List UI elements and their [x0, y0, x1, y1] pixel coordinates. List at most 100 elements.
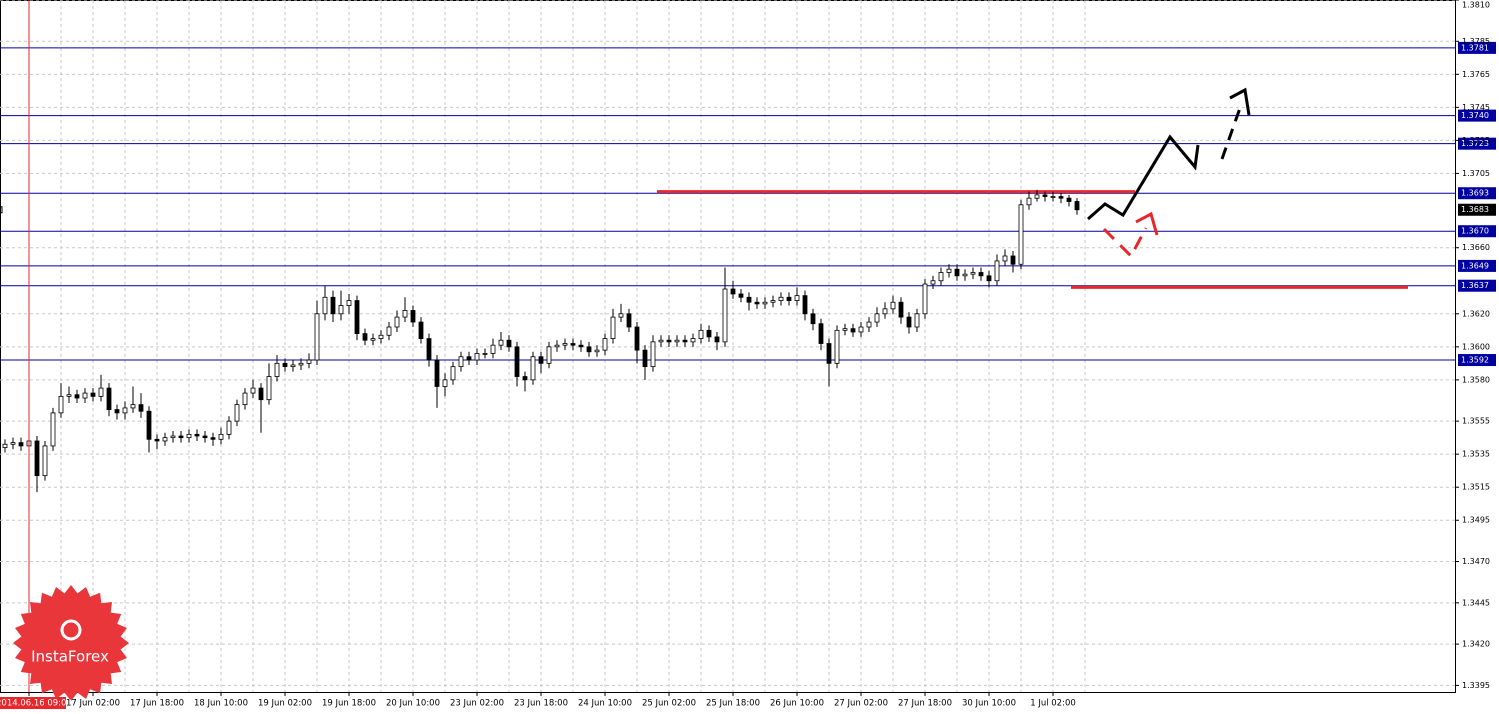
- candle-body: [458, 356, 464, 368]
- x-tick-label: 30 Jun 10:00: [962, 699, 1016, 709]
- candle-body: [194, 433, 200, 437]
- candle-body: [818, 323, 824, 344]
- candle-body: [514, 346, 520, 377]
- y-tick-label: 1.3810: [1462, 1, 1490, 10]
- candle-body: [586, 346, 592, 353]
- candle-body: [234, 404, 240, 422]
- candle-body: [842, 328, 848, 331]
- candle-body: [946, 268, 952, 273]
- candle-body: [962, 273, 968, 277]
- candle-body: [98, 387, 104, 397]
- watermark-logo: InstaForex: [13, 585, 129, 701]
- candle-body: [642, 349, 648, 368]
- level-label: 1.3670: [1461, 227, 1489, 236]
- candle-body: [66, 394, 72, 397]
- candle-body: [594, 349, 600, 353]
- candle-body: [10, 442, 16, 445]
- candle-body: [850, 328, 856, 333]
- candle-body: [738, 293, 744, 298]
- y-tick-label: 1.3395: [1462, 681, 1490, 690]
- candle-body: [42, 445, 48, 477]
- candle-body: [314, 313, 320, 361]
- y-tick-label: 1.3445: [1462, 598, 1490, 607]
- candle-body: [722, 288, 728, 343]
- y-tick-label: 1.3785: [1462, 37, 1490, 46]
- candle-body: [1050, 196, 1056, 198]
- candle-body: [706, 329, 712, 338]
- candle-body: [626, 313, 632, 328]
- y-tick-label: 1.3515: [1462, 483, 1490, 492]
- grid: [0, 0, 1455, 692]
- candle-body: [674, 339, 680, 343]
- candle-body: [794, 295, 800, 301]
- candle-body: [546, 346, 552, 364]
- candle-body: [994, 260, 1000, 282]
- candle-body: [306, 359, 312, 364]
- candle-body: [1074, 201, 1080, 211]
- x-tick-label: 20 Jun 10:00: [386, 699, 440, 709]
- y-tick-label: 1.3535: [1462, 450, 1490, 459]
- candle-body: [930, 280, 936, 285]
- candle-body: [506, 339, 512, 348]
- level-label: 1.3637: [1461, 281, 1489, 290]
- candle-body: [906, 316, 912, 328]
- candle-body: [226, 420, 232, 435]
- forecast-alt-arrow: [1102, 227, 1148, 259]
- candle-body: [602, 338, 608, 351]
- candle-body: [986, 275, 992, 282]
- candle-body: [354, 300, 360, 335]
- candle-body: [1066, 197, 1072, 202]
- candle-body: [578, 344, 584, 348]
- candle-body: [954, 268, 960, 277]
- candle-body: [74, 394, 80, 399]
- date-marker-box: [0, 697, 66, 709]
- level-box: [1458, 259, 1496, 272]
- candle-body: [162, 437, 168, 442]
- candle-body: [978, 272, 984, 277]
- candle-body: [874, 313, 880, 323]
- y-tick-label: 1.3705: [1462, 169, 1490, 178]
- candle-body: [1034, 194, 1040, 199]
- candle-body: [378, 334, 384, 339]
- level-label: 1.3592: [1461, 356, 1489, 365]
- candle-body: [426, 338, 432, 361]
- candle-body: [922, 283, 928, 315]
- level-box: [1458, 41, 1496, 54]
- candle-body: [218, 433, 224, 440]
- x-tick-label: 17 Jun 18:00: [130, 699, 184, 709]
- candle-body: [826, 343, 832, 364]
- candle-body: [186, 433, 192, 439]
- candle-body: [50, 412, 56, 447]
- candle-body: [34, 440, 40, 477]
- candle-body: [754, 301, 760, 305]
- y-tick-label: 1.3600: [1462, 342, 1490, 351]
- candle-body: [242, 392, 248, 406]
- candle-body: [442, 379, 448, 387]
- candle-body: [682, 339, 688, 343]
- candle-body: [106, 387, 112, 410]
- candle-body: [450, 366, 456, 381]
- logo-icon: [60, 619, 82, 641]
- level-label: 1.3693: [1461, 189, 1489, 198]
- watermark-text: InstaForex: [31, 648, 109, 666]
- level-label: 1.3723: [1461, 139, 1489, 148]
- candle-body: [938, 272, 944, 282]
- candle-body: [418, 321, 424, 339]
- candle-body: [890, 301, 896, 310]
- candle-body: [562, 343, 568, 346]
- candle-body: [570, 343, 576, 346]
- candles: [2, 189, 1080, 493]
- candle-body: [762, 301, 768, 305]
- candle-body: [1042, 194, 1048, 197]
- level-box: [1458, 109, 1496, 122]
- candle-body: [490, 344, 496, 354]
- candle-body: [202, 435, 208, 439]
- candle-body: [138, 404, 144, 412]
- x-tick-label: 26 Jun 10:00: [770, 699, 824, 709]
- candle-body: [858, 326, 864, 333]
- candle-body: [82, 392, 88, 399]
- candle-body: [658, 339, 664, 343]
- candle-body: [330, 296, 336, 315]
- level-box: [1458, 225, 1496, 238]
